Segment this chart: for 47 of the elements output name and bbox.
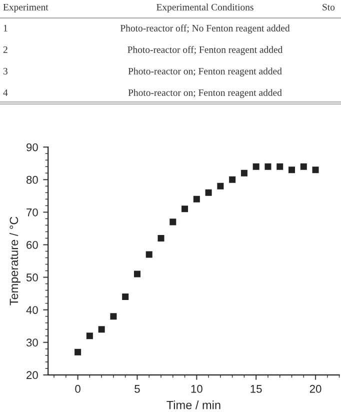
text: Photo-reactor off; Fenton reagent added (128, 46, 283, 55)
point (276, 163, 284, 170)
y-tick-label: 90 (26, 143, 38, 152)
point (240, 170, 248, 176)
y-tick-label: 70 (26, 208, 38, 216)
point (312, 166, 319, 174)
text: 2 (3, 46, 8, 53)
point (182, 206, 188, 212)
point (122, 294, 129, 300)
point (217, 182, 224, 190)
text: Photo-reactor off; No Fenton reagent added (120, 24, 290, 34)
point (264, 163, 272, 170)
text: Experimental Conditions (156, 4, 254, 12)
point (252, 163, 260, 170)
text: 1 (4, 24, 8, 32)
point (205, 189, 212, 196)
y-tick-label: 20 (26, 371, 38, 380)
y-tick-label: 30 (26, 338, 38, 347)
x-tick-label: 0 (75, 384, 80, 393)
point (86, 332, 93, 340)
point (229, 176, 236, 183)
y-tick-label: 60 (26, 240, 38, 249)
text: 4 (3, 89, 8, 96)
x-tick-label: 20 (310, 384, 322, 393)
text: Photo-reactor on; Fenton reagent added (128, 68, 282, 76)
point (158, 234, 164, 242)
x-axis-title: Time / min (166, 400, 220, 410)
y-tick-label: 40 (26, 306, 38, 314)
text: Sto (322, 4, 335, 10)
point (193, 196, 200, 202)
text: Experiment (3, 4, 48, 12)
x-tick-label: 15 (250, 385, 262, 393)
x-tick-label: 5 (134, 385, 140, 393)
y-tick-label: 80 (26, 176, 38, 184)
y-axis-title: Temperature / °C (9, 216, 20, 306)
point (170, 218, 176, 226)
x-tick-label: 10 (191, 384, 202, 393)
point (300, 163, 307, 170)
y-tick-label: 50 (26, 274, 38, 282)
point (134, 270, 140, 278)
point (98, 326, 105, 333)
point (110, 313, 117, 320)
point (146, 251, 152, 258)
point (74, 348, 82, 356)
text: 3 (3, 68, 8, 74)
point (288, 166, 296, 174)
text: Photo-reactor on; Fenton reagent added (128, 89, 282, 98)
